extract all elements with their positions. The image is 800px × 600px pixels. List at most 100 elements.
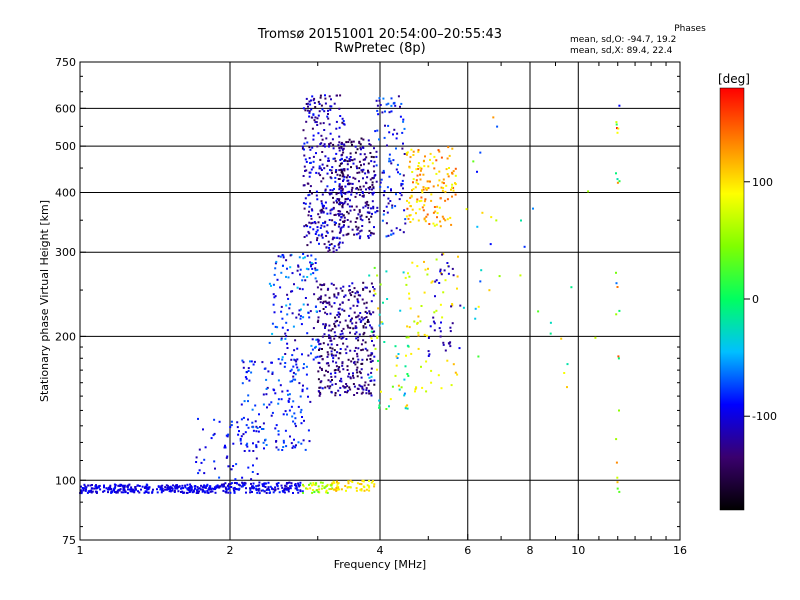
data-point [242,484,245,487]
data-point [364,205,367,208]
data-point [378,97,381,100]
data-point [348,372,350,375]
data-point [310,99,312,102]
data-point [184,484,187,487]
data-point [325,137,328,140]
data-point [336,482,339,485]
data-point [351,182,354,185]
data-point [324,145,326,148]
data-point [227,488,230,491]
data-point [362,177,364,180]
data-point [302,129,305,132]
data-point [307,429,310,432]
data-point [194,487,196,490]
data-point [312,138,315,141]
data-point [316,237,319,240]
data-point [339,210,342,213]
data-point [146,486,149,489]
data-point [315,489,318,492]
data-point [95,492,98,494]
data-point [321,151,324,153]
data-point [305,373,308,376]
data-point [358,237,361,240]
data-point [339,287,342,290]
data-point [321,484,324,487]
data-point [617,355,620,358]
data-point [340,146,343,149]
data-point [303,165,306,168]
data-point [328,219,331,221]
data-point [216,484,219,487]
data-point [250,360,253,363]
data-point [325,491,328,494]
data-point [362,479,365,482]
data-point [292,375,295,378]
data-point [382,301,384,304]
data-point [310,168,313,171]
data-point [479,151,482,154]
data-point [347,480,350,483]
data-point [218,476,221,479]
data-point [352,372,354,375]
data-point [368,486,371,489]
data-point [368,485,371,488]
data-point [311,338,314,341]
data-point [370,367,373,370]
colorbar-label: [deg] [718,72,750,86]
data-point [301,490,304,493]
data-point [430,381,433,384]
data-point [375,99,378,102]
data-point [340,380,343,383]
data-point [318,103,321,105]
data-point [167,488,170,491]
data-point [321,284,323,287]
data-point [317,172,320,175]
data-point [124,490,127,493]
data-point [618,409,620,412]
data-point [333,481,336,484]
data-point [454,371,457,374]
data-point [318,362,321,364]
data-point [305,103,308,105]
data-point [361,348,364,351]
data-point [383,136,386,139]
data-point [355,165,358,168]
data-point [241,481,244,484]
data-point [302,316,305,319]
data-point [496,125,499,128]
data-point [269,491,271,494]
data-point [490,216,493,219]
data-point [113,487,116,490]
x-tick-label: 16 [673,544,687,557]
data-point [329,169,331,171]
data-point [336,173,339,176]
data-point [275,424,278,427]
data-point [337,210,340,212]
data-point [306,141,309,144]
data-point [323,204,325,207]
data-point [247,370,250,372]
data-point [284,353,287,355]
data-point [310,344,313,347]
data-point [415,181,418,184]
data-point [359,215,362,218]
data-point [371,193,374,196]
data-point [300,308,302,311]
data-point [361,170,364,173]
data-point [301,288,304,291]
data-point [616,476,619,479]
data-point [427,337,430,339]
data-point [286,342,289,345]
data-point [302,257,305,260]
data-point [322,177,325,180]
data-point [369,152,372,154]
data-point [302,483,304,486]
data-point [360,483,363,486]
data-point [406,373,409,375]
data-point [352,374,354,377]
data-point [615,123,618,126]
data-point [339,186,342,189]
data-point [320,380,323,383]
data-point [372,286,374,288]
chart-subtitle: RwPretec (8p) [334,41,426,56]
